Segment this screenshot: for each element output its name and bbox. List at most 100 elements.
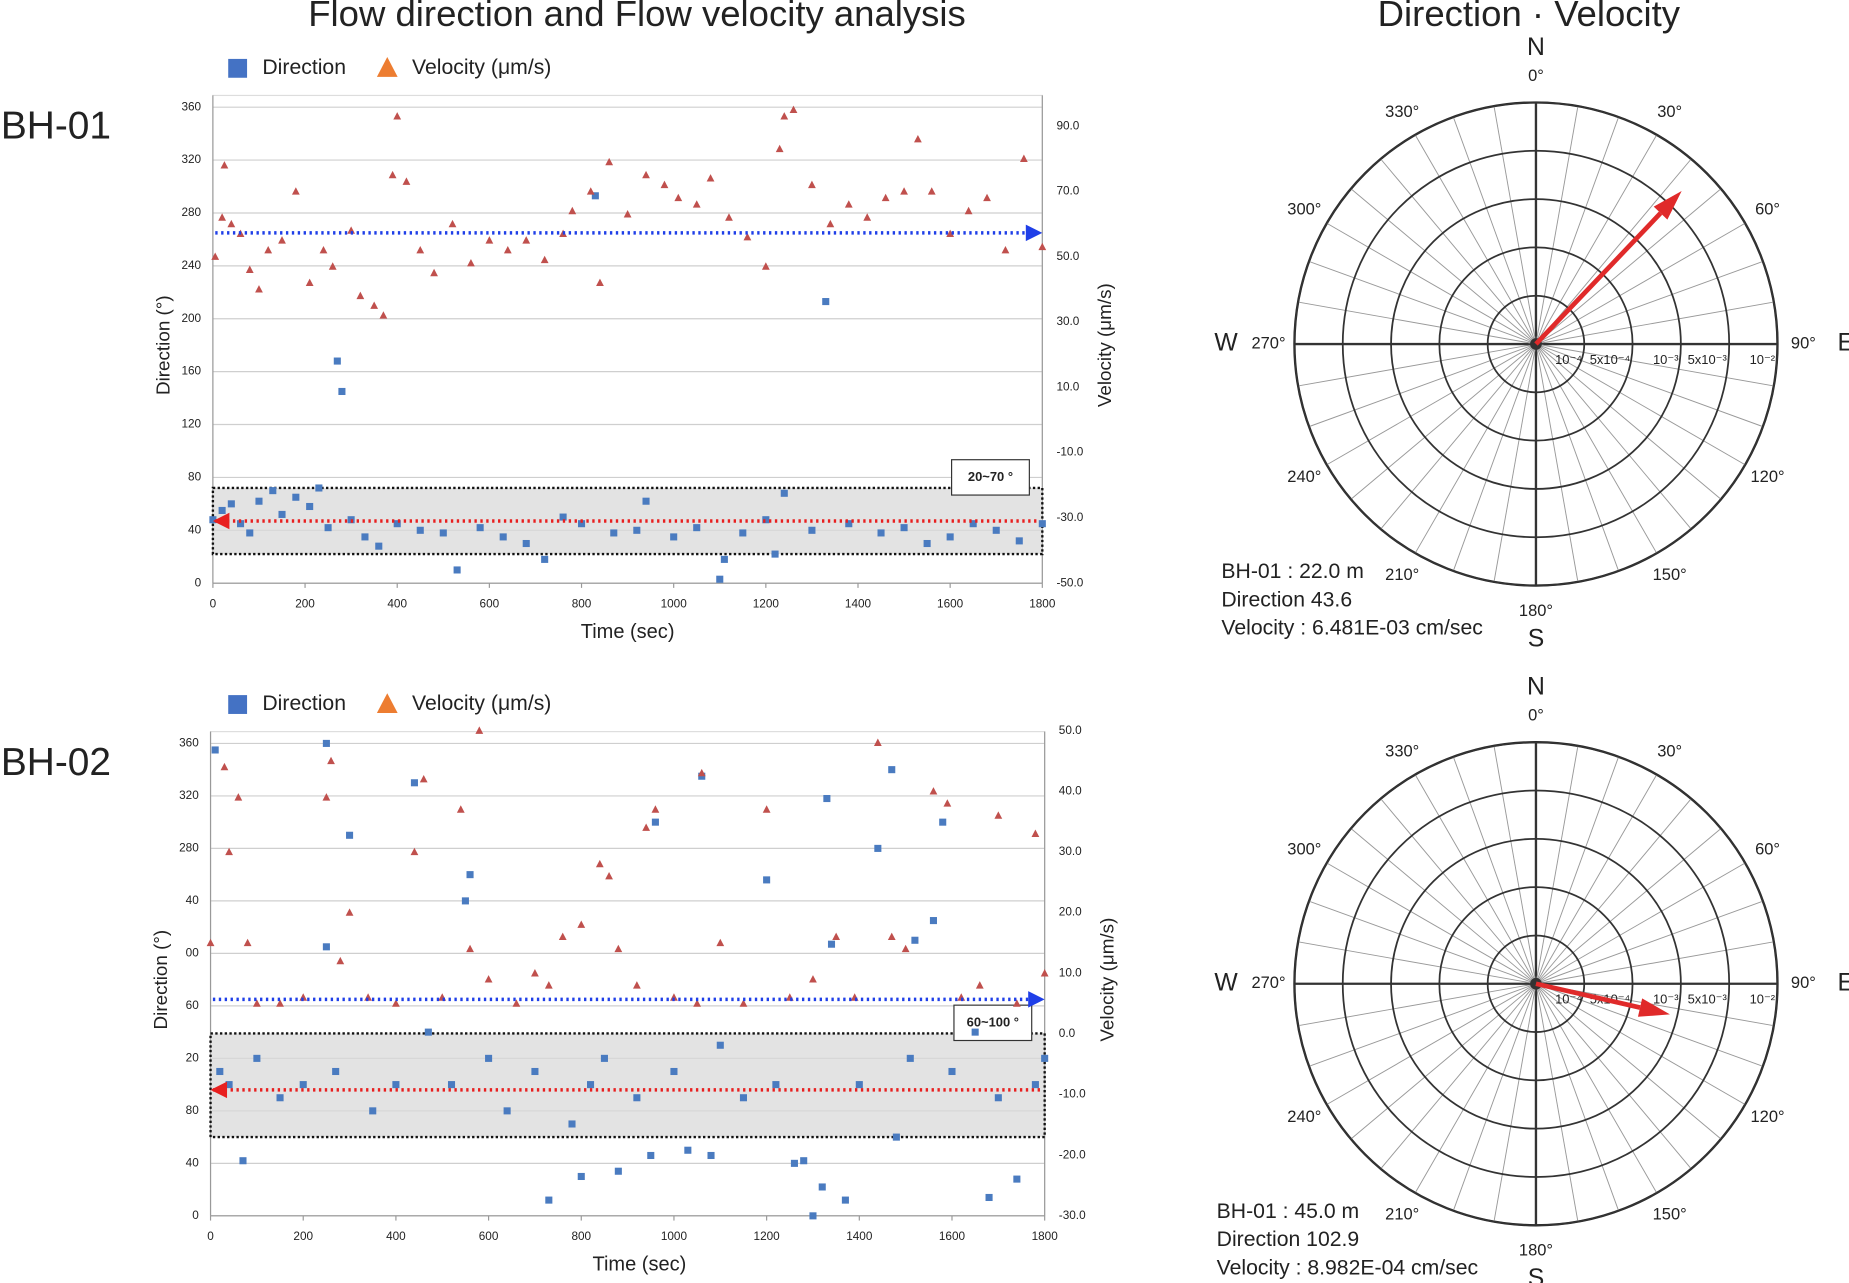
data-point bbox=[887, 932, 896, 941]
polar-spoke bbox=[1414, 774, 1537, 984]
data-point bbox=[522, 236, 531, 244]
y-tick-label: 0 bbox=[192, 1209, 199, 1222]
data-point bbox=[246, 529, 254, 537]
x-tick-label: 1600 bbox=[939, 1230, 966, 1243]
chart-title: Flow direction and Flow velocity analysi… bbox=[308, 0, 966, 34]
data-point bbox=[670, 533, 678, 541]
data-point bbox=[278, 236, 286, 244]
legend-label: Velocity (μm/s) bbox=[412, 692, 551, 715]
data-point bbox=[983, 193, 991, 202]
data-point bbox=[322, 943, 330, 951]
polar-spoke bbox=[1452, 116, 1537, 345]
reference-arrow bbox=[210, 1081, 228, 1099]
data-point bbox=[218, 506, 226, 514]
data-point bbox=[874, 844, 882, 852]
y2-tick-label: 0.0 bbox=[1059, 1027, 1076, 1040]
annotation: 20~70 ° bbox=[968, 469, 1013, 484]
polar-spoke bbox=[1535, 343, 1620, 572]
data-point bbox=[322, 793, 331, 801]
data-point bbox=[499, 533, 507, 541]
data-point bbox=[453, 566, 461, 574]
y-tick-label: 00 bbox=[186, 946, 200, 959]
data-point bbox=[568, 206, 577, 215]
polar-spoke bbox=[1535, 900, 1764, 985]
y-tick-label: 80 bbox=[188, 471, 202, 484]
data-point bbox=[943, 799, 952, 807]
polar-spoke bbox=[1452, 983, 1537, 1211]
y2-tick-label: -30.0 bbox=[1056, 511, 1083, 524]
data-point bbox=[448, 219, 457, 228]
angle-tick-label: 150° bbox=[1653, 1206, 1687, 1224]
data-point bbox=[743, 232, 752, 241]
x-tick-label: 1400 bbox=[845, 597, 872, 610]
data-point bbox=[531, 1067, 539, 1076]
data-point bbox=[476, 524, 484, 532]
angle-tick-label: 60° bbox=[1755, 840, 1780, 858]
data-point bbox=[324, 524, 332, 532]
y-tick-label: 160 bbox=[181, 365, 201, 378]
polar-spoke bbox=[1535, 983, 1579, 1222]
legend-marker bbox=[228, 58, 248, 78]
data-point bbox=[218, 213, 227, 221]
y-tick-label: 280 bbox=[179, 842, 199, 855]
polar-spoke bbox=[1535, 301, 1774, 345]
data-point bbox=[992, 526, 1000, 534]
polar-spoke bbox=[1535, 106, 1579, 345]
data-point bbox=[1019, 154, 1028, 162]
data-point bbox=[822, 298, 830, 306]
polar-spoke bbox=[1535, 983, 1620, 1211]
data-point bbox=[393, 112, 402, 120]
y2-tick-label: -50.0 bbox=[1056, 576, 1083, 589]
data-point bbox=[985, 1193, 993, 1202]
data-point bbox=[873, 738, 882, 746]
y-tick-label: 280 bbox=[181, 206, 201, 219]
legend-marker bbox=[376, 693, 398, 714]
data-point bbox=[881, 193, 890, 202]
polar-spoke bbox=[1535, 260, 1764, 345]
data-point bbox=[484, 975, 493, 983]
x-tick-label: 400 bbox=[387, 597, 407, 610]
legend-label: Velocity (μm/s) bbox=[412, 56, 551, 79]
data-point bbox=[416, 526, 424, 534]
data-point bbox=[522, 539, 530, 548]
data-point bbox=[900, 187, 908, 195]
polar-ring bbox=[1293, 101, 1779, 587]
data-point bbox=[315, 484, 323, 492]
row-label: BH-01 bbox=[1, 105, 111, 148]
data-point bbox=[832, 932, 841, 941]
r-tick-label: 10⁻³ bbox=[1653, 352, 1679, 367]
reference-arrow bbox=[1025, 224, 1043, 242]
y-tick-label: 320 bbox=[179, 789, 199, 802]
data-point bbox=[1031, 829, 1040, 837]
x-tick-label: 600 bbox=[480, 597, 500, 610]
data-point bbox=[780, 489, 788, 497]
angle-tick-label: 0° bbox=[1528, 67, 1544, 85]
polar-ring bbox=[1438, 246, 1634, 442]
x-tick-label: 1800 bbox=[1032, 1230, 1059, 1243]
data-point bbox=[633, 526, 641, 534]
x-tick-label: 1600 bbox=[937, 597, 964, 610]
r-tick-label: 5x10⁻³ bbox=[1688, 352, 1728, 367]
polar-spoke bbox=[1298, 941, 1537, 985]
r-tick-label: 10⁻² bbox=[1750, 992, 1776, 1007]
reference-arrow bbox=[212, 512, 230, 530]
data-point bbox=[388, 170, 397, 179]
data-point bbox=[253, 1054, 261, 1062]
angle-tick-label: 90° bbox=[1791, 334, 1816, 352]
polar-spoke bbox=[1298, 301, 1537, 345]
data-point bbox=[1013, 1175, 1021, 1183]
polar-spoke bbox=[1535, 343, 1692, 530]
data-point bbox=[642, 170, 650, 179]
data-point bbox=[291, 187, 300, 195]
y-tick-label: 80 bbox=[186, 1104, 200, 1117]
data-point bbox=[892, 1133, 900, 1141]
data-point bbox=[707, 1151, 715, 1160]
data-point bbox=[716, 938, 725, 947]
data-point bbox=[739, 999, 748, 1007]
data-point bbox=[346, 831, 354, 839]
data-point bbox=[827, 940, 836, 948]
data-point bbox=[670, 993, 678, 1001]
data-point bbox=[225, 847, 233, 856]
data-point bbox=[1040, 969, 1049, 977]
r-tick-label: 10⁻² bbox=[1750, 352, 1776, 367]
